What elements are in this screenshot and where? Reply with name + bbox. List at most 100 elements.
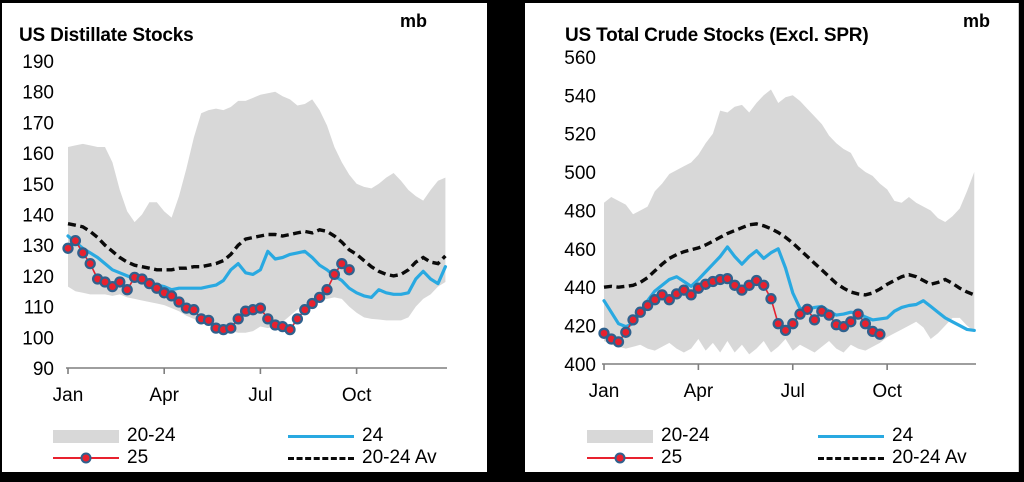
legend-label-average: 20-24 Av — [892, 447, 967, 468]
legend-item-current-year: 25 — [53, 448, 148, 468]
series-marker-25 — [685, 289, 697, 301]
y-axis-tick-label: 110 — [24, 298, 54, 319]
line-25-swatch — [53, 452, 119, 464]
y-axis-tick-label: 500 — [564, 163, 596, 184]
series-marker-25 — [845, 316, 857, 328]
y-axis-tick-label: 100 — [22, 328, 54, 349]
y-axis-tick-label: 140 — [22, 206, 54, 227]
series-marker-25 — [232, 313, 244, 325]
series-marker-25 — [173, 296, 185, 308]
series-marker-25 — [254, 302, 267, 314]
legend-item-range: 20-24 — [53, 426, 176, 446]
y-axis-tick-label: 130 — [22, 236, 54, 257]
series-marker-25 — [852, 308, 864, 320]
series-marker-25 — [262, 313, 274, 325]
y-axis-tick-label: 460 — [564, 240, 596, 261]
y-axis-tick-label: 480 — [564, 201, 596, 222]
series-marker-25 — [69, 234, 82, 247]
legend-label-previous-year: 24 — [362, 425, 384, 446]
legend-label-average: 20-24 Av — [362, 447, 437, 468]
series-marker-25 — [663, 294, 675, 306]
series-marker-25 — [165, 290, 178, 302]
series-marker-25 — [284, 323, 296, 336]
y-axis-tick-label: 150 — [22, 175, 54, 196]
y-axis-tick-label: 120 — [22, 267, 54, 288]
series-marker-25 — [225, 322, 237, 334]
unit-label: mb — [963, 11, 990, 31]
series-marker-25 — [801, 303, 813, 315]
x-axis-tick-label: Apr — [684, 381, 714, 402]
x-axis-tick-label: Jul — [248, 385, 272, 406]
dashed-average-swatch — [288, 456, 354, 460]
legend-label-previous-year: 24 — [892, 425, 914, 446]
y-axis-tick-label: 520 — [564, 125, 596, 146]
y-axis-tick-label: 190 — [22, 52, 54, 73]
x-axis-tick-label: Oct — [872, 381, 902, 402]
range-band-swatch — [53, 429, 119, 443]
series-marker-25 — [62, 242, 74, 254]
legend-label-current-year: 25 — [127, 447, 149, 468]
series-line-24 — [602, 245, 976, 332]
series-marker-25 — [343, 264, 355, 276]
series-marker-25 — [291, 313, 304, 325]
x-axis-tick-label: Jul — [781, 381, 805, 402]
series-marker-25 — [321, 284, 333, 296]
marker-dot-icon — [614, 452, 626, 464]
y-axis-tick-label: 90 — [33, 359, 54, 380]
line-24-swatch — [818, 434, 884, 438]
series-marker-25 — [336, 257, 348, 270]
series-marker-25 — [779, 324, 792, 337]
series-line-20-24-av — [603, 222, 975, 297]
series-marker-25 — [787, 318, 799, 330]
range-band — [604, 89, 975, 355]
distillate-chart: Jan Apr Jul Oct 190 180 170 160 150 140 130 120 110 1… — [22, 52, 447, 406]
unit-label: mb — [400, 11, 427, 31]
legend-label-range: 20-24 — [661, 425, 710, 446]
series-marker-25 — [313, 291, 326, 304]
series-marker-25 — [859, 318, 872, 330]
legend-item-previous-year: 24 — [288, 426, 383, 446]
series-marker-25 — [598, 327, 610, 339]
series-marker-25 — [620, 326, 632, 338]
line-25-swatch — [587, 452, 653, 464]
x-axis-tick-label: Apr — [149, 385, 179, 406]
series-marker-25 — [202, 314, 215, 327]
series-marker-25 — [612, 336, 625, 348]
legend-item-average: 20-24 Av — [818, 448, 967, 468]
legend-item-previous-year: 24 — [818, 426, 913, 446]
series-marker-25 — [121, 284, 133, 296]
series-marker-25 — [765, 293, 777, 305]
series-marker-25 — [114, 276, 126, 288]
chart-panel-distillate: Jan Apr Jul Oct 190 180 170 160 150 140 130 120 110 1… — [2, 3, 487, 472]
chart-panel-crude: Jan Apr Jul Oct 560 540 520 500 480 460 440 420 400 … — [525, 3, 1019, 472]
dashed-average-swatch — [818, 456, 884, 460]
y-axis-tick-label: 180 — [22, 83, 54, 104]
series-marker-25 — [808, 314, 821, 326]
series-marker-25 — [188, 304, 200, 316]
series-marker-25 — [328, 268, 341, 281]
series-marker-25 — [84, 257, 96, 270]
series-marker-25 — [641, 299, 654, 312]
line-24-swatch — [288, 434, 354, 438]
x-axis-tick-label: Jan — [53, 385, 84, 406]
legend-item-range: 20-24 — [587, 426, 710, 446]
chart-title: US Distillate Stocks — [19, 24, 194, 46]
series-line-20-24-av — [67, 222, 447, 278]
series-marker-25 — [306, 297, 318, 310]
marker-dot-icon — [80, 452, 92, 464]
y-axis-tick-label: 560 — [564, 48, 596, 69]
series-marker-25 — [627, 314, 639, 326]
series-marker-25 — [721, 272, 734, 285]
series-marker-25 — [772, 318, 784, 330]
legend-item-average: 20-24 Av — [288, 448, 437, 468]
series-marker-25 — [77, 247, 89, 259]
legend-label-current-year: 25 — [661, 447, 683, 468]
series-marker-25 — [823, 309, 835, 321]
y-axis-tick-label: 540 — [564, 86, 596, 107]
legend-item-current-year: 25 — [587, 448, 682, 468]
x-axis-tick-label: Jan — [589, 381, 620, 402]
y-axis-tick-label: 420 — [564, 317, 596, 338]
chart-title: US Total Crude Stocks (Excl. SPR) — [565, 24, 869, 46]
y-axis-tick-label: 170 — [22, 113, 54, 134]
